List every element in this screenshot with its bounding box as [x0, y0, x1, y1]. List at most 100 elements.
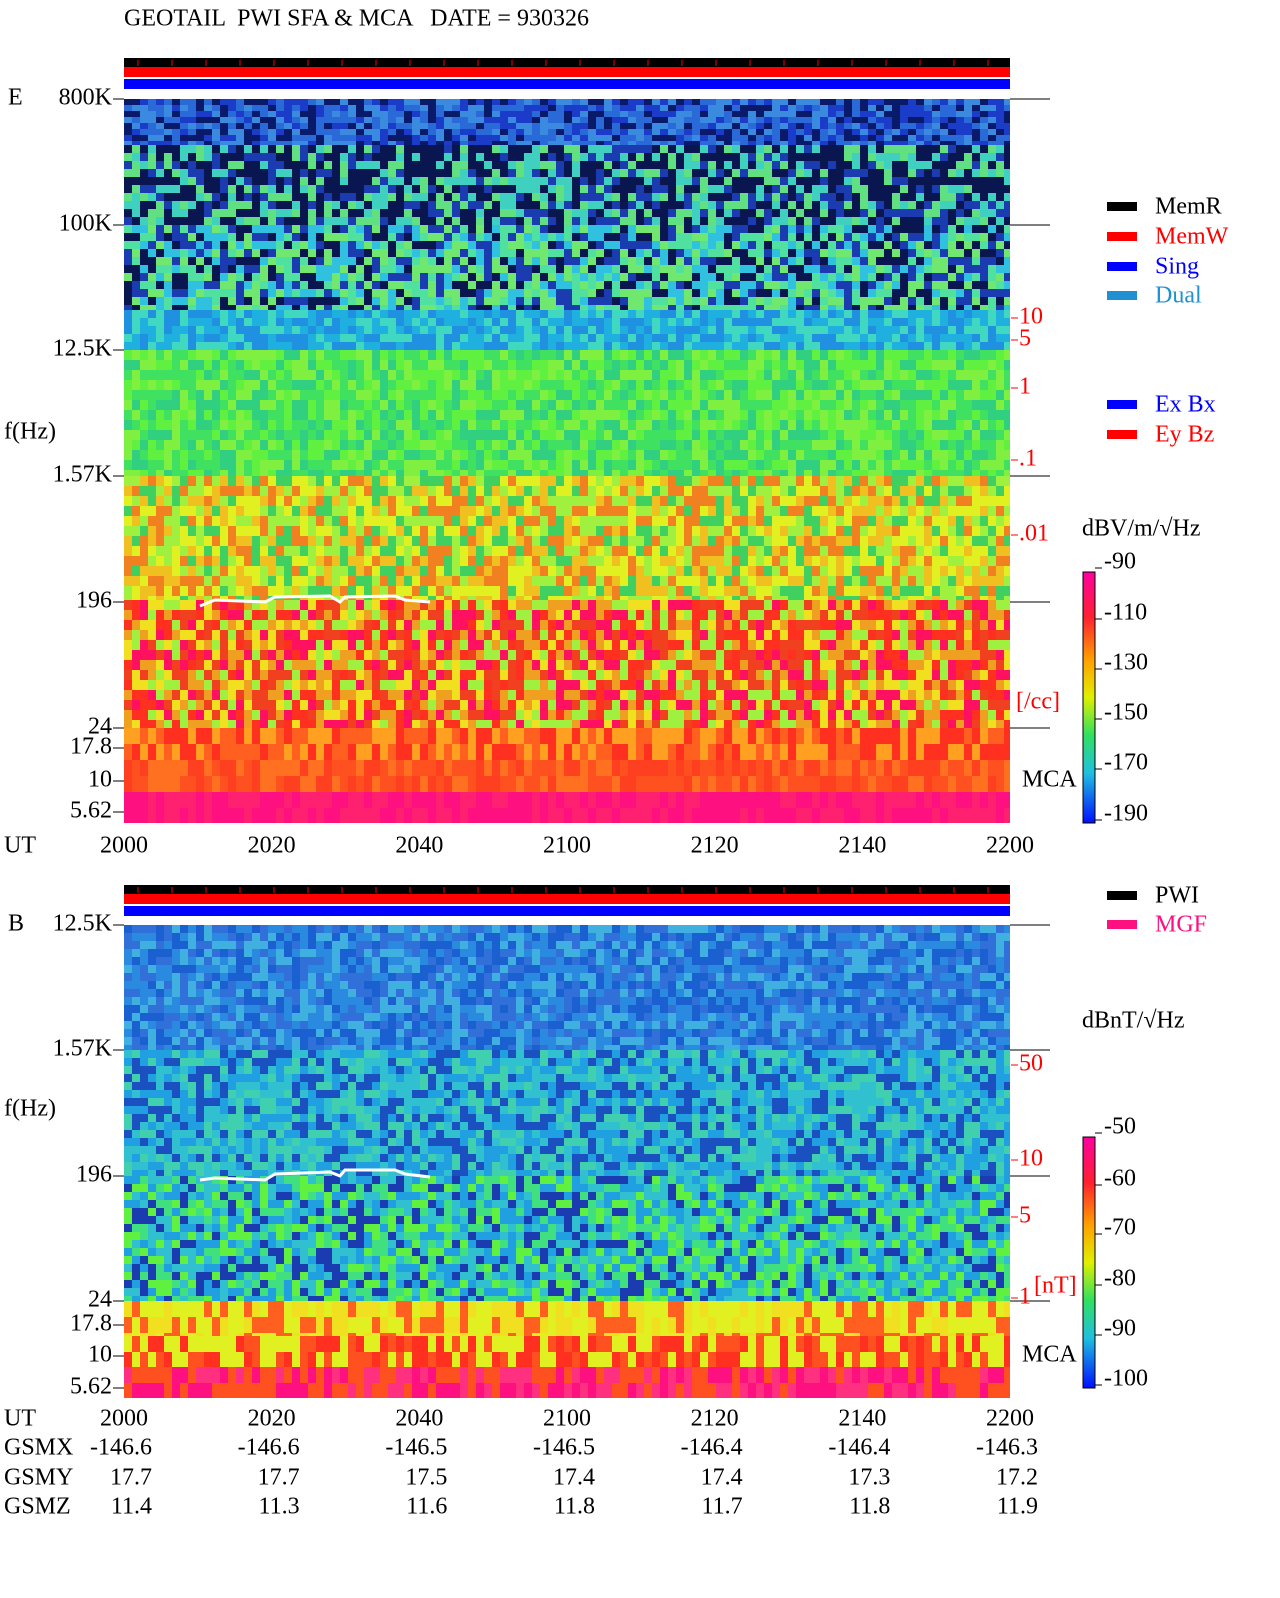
cell — [772, 334, 780, 342]
cell — [356, 209, 364, 217]
cell — [524, 360, 532, 370]
cell — [644, 460, 652, 470]
cell — [684, 326, 692, 334]
cell — [364, 209, 372, 217]
cell — [316, 390, 324, 400]
cell — [780, 265, 788, 273]
cell — [732, 217, 740, 225]
cell — [540, 273, 548, 281]
cell — [660, 334, 668, 342]
cell — [628, 420, 636, 430]
cell — [948, 249, 956, 257]
cell — [236, 185, 244, 193]
cell — [228, 241, 236, 249]
cell — [644, 440, 652, 450]
cell — [316, 117, 324, 123]
cell — [548, 217, 556, 225]
cell — [700, 193, 708, 201]
cell — [676, 305, 684, 310]
cell — [500, 233, 508, 241]
cell — [844, 450, 852, 460]
cell — [572, 177, 580, 185]
cell — [228, 273, 236, 281]
cell — [820, 201, 828, 209]
cell — [740, 450, 748, 460]
cell — [292, 297, 300, 305]
cell — [900, 141, 908, 145]
cell — [812, 430, 820, 440]
cell — [196, 265, 204, 273]
cell — [820, 400, 828, 410]
cell — [908, 289, 916, 297]
cell — [532, 225, 540, 233]
cell — [316, 289, 324, 297]
cell — [340, 265, 348, 273]
cell — [796, 318, 804, 326]
cell — [524, 470, 532, 476]
cell — [1004, 141, 1010, 145]
cell — [812, 297, 820, 305]
cell — [220, 117, 228, 123]
cell — [668, 430, 676, 440]
cell — [940, 241, 948, 249]
cell — [164, 410, 172, 420]
cell — [804, 111, 812, 117]
cell — [844, 201, 852, 209]
cell — [596, 281, 604, 289]
cell — [676, 430, 684, 440]
cell — [468, 440, 476, 450]
cell — [380, 326, 388, 334]
cell — [252, 305, 260, 310]
cell — [516, 342, 524, 350]
cell — [260, 420, 268, 430]
cell — [748, 350, 756, 360]
cell — [572, 193, 580, 201]
cell — [740, 400, 748, 410]
cell — [484, 470, 492, 476]
cell — [452, 370, 460, 380]
cell — [652, 241, 660, 249]
cell — [292, 470, 300, 476]
cell — [932, 193, 940, 201]
cell — [300, 310, 308, 318]
cell — [508, 129, 516, 135]
cell — [788, 310, 796, 318]
cell — [844, 153, 852, 161]
cell — [180, 334, 188, 342]
cell — [364, 281, 372, 289]
cell — [140, 305, 148, 310]
cell — [692, 111, 700, 117]
cell — [196, 209, 204, 217]
cell — [644, 257, 652, 265]
cell — [892, 297, 900, 305]
cell — [476, 305, 484, 310]
cell — [732, 305, 740, 310]
cell — [404, 450, 412, 460]
cell — [244, 297, 252, 305]
cell — [332, 400, 340, 410]
cell — [868, 123, 876, 129]
cell — [300, 400, 308, 410]
cell — [756, 380, 764, 390]
cell — [668, 233, 676, 241]
cell — [484, 225, 492, 233]
cell — [276, 380, 284, 390]
cell — [404, 305, 412, 310]
cell — [852, 217, 860, 225]
cell — [308, 281, 316, 289]
cell — [676, 390, 684, 400]
cell — [788, 460, 796, 470]
cell — [676, 193, 684, 201]
cell — [932, 257, 940, 265]
cell — [564, 360, 572, 370]
cell — [124, 99, 132, 105]
cell — [652, 360, 660, 370]
cell — [444, 318, 452, 326]
cell — [428, 370, 436, 380]
cell — [636, 470, 644, 476]
cell — [644, 430, 652, 440]
cell — [876, 209, 884, 217]
cell — [444, 123, 452, 129]
cell — [148, 123, 156, 129]
cell — [308, 177, 316, 185]
